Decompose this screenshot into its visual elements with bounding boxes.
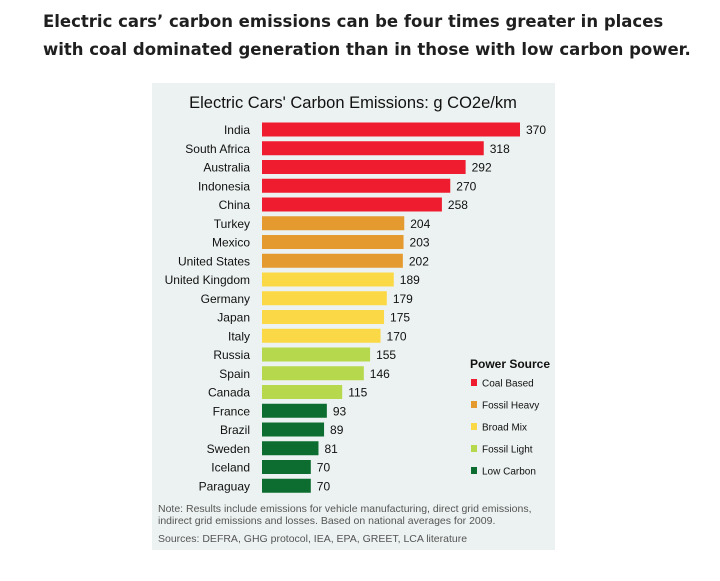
legend-swatch: [471, 401, 477, 408]
legend-swatch: [471, 445, 477, 452]
category-label: Japan: [217, 311, 250, 325]
data-label: 70: [317, 479, 331, 493]
chart-title: Electric Cars' Carbon Emissions: g CO2e/…: [189, 94, 517, 112]
bar: [262, 160, 466, 174]
legend-label: Fossil Heavy: [482, 401, 539, 412]
legend-label: Coal Based: [482, 379, 534, 390]
legend-swatch: [471, 467, 477, 474]
bar: [262, 478, 311, 493]
data-label: 93: [333, 404, 347, 418]
data-label: 155: [376, 348, 396, 362]
bar: [262, 197, 442, 212]
legend-label: Low Carbon: [482, 467, 536, 478]
bar: [262, 122, 520, 137]
bar: [262, 366, 364, 381]
category-label: China: [219, 198, 251, 212]
data-label: 202: [409, 254, 429, 268]
category-label: Canada: [208, 386, 250, 400]
data-label: 318: [490, 142, 510, 156]
chart-note: Note: Results include emissions for vehi…: [158, 503, 532, 527]
data-label: 89: [330, 423, 344, 437]
legend-label: Fossil Light: [482, 445, 533, 456]
data-label: 370: [526, 123, 546, 137]
data-label: 81: [324, 442, 338, 456]
bar: [262, 422, 325, 437]
category-label: South Africa: [185, 142, 250, 156]
data-label: 204: [410, 217, 430, 231]
legend-label: Broad Mix: [482, 423, 527, 434]
bar: [262, 328, 381, 343]
bar: [262, 216, 405, 231]
data-label: 258: [448, 198, 468, 212]
bar: [262, 310, 385, 324]
data-label: 70: [317, 461, 331, 475]
bar: [262, 441, 319, 456]
category-label: Mexico: [212, 236, 250, 250]
category-label: Indonesia: [198, 179, 250, 193]
data-label: 270: [456, 179, 476, 193]
category-label: Brazil: [220, 423, 250, 437]
data-label: 115: [348, 386, 367, 400]
category-label: Spain: [219, 367, 250, 381]
data-label: 179: [393, 292, 413, 306]
bar: [262, 385, 343, 399]
category-label: India: [224, 123, 250, 137]
category-label: Australia: [203, 161, 250, 175]
bar: [262, 403, 327, 418]
bar: [262, 460, 311, 474]
legend-title: Power Source: [470, 357, 550, 371]
legend-swatch: [471, 379, 477, 386]
data-label: 203: [410, 236, 430, 250]
data-label: 189: [400, 273, 420, 287]
legend-swatch: [471, 423, 477, 430]
headline: Electric cars’ carbon emissions can be f…: [43, 12, 691, 59]
category-label: United Kingdom: [165, 273, 250, 287]
data-label: 175: [390, 311, 410, 325]
bar: [262, 235, 404, 249]
bar: [262, 141, 484, 156]
bar: [262, 178, 451, 193]
data-label: 170: [387, 329, 407, 343]
bar: [262, 253, 403, 268]
category-label: Russia: [213, 348, 250, 362]
bar: [262, 272, 394, 287]
chart-sources: Sources: DEFRA, GHG protocol, IEA, EPA, …: [158, 533, 467, 545]
category-label: Paraguay: [199, 479, 250, 493]
category-label: France: [213, 404, 251, 418]
category-label: Sweden: [207, 442, 250, 456]
data-label: 292: [472, 161, 492, 175]
category-label: Germany: [201, 292, 250, 306]
bar: [262, 291, 387, 306]
category-label: United States: [178, 254, 250, 268]
category-label: Iceland: [211, 461, 250, 475]
category-label: Turkey: [214, 217, 250, 231]
bar: [262, 347, 371, 362]
category-label: Italy: [228, 329, 250, 343]
data-label: 146: [370, 367, 390, 381]
